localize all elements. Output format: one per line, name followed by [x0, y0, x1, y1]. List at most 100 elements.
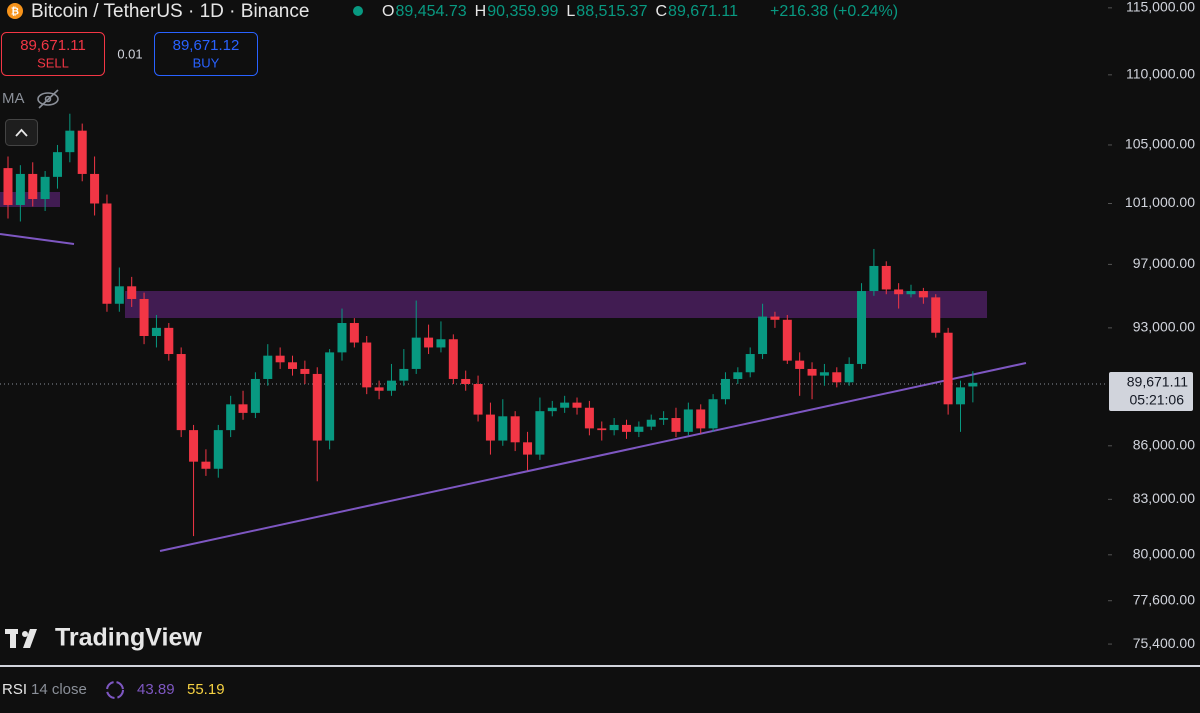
candle-body	[733, 372, 743, 379]
candle-body	[881, 265, 891, 290]
ohlc-key: C	[655, 3, 667, 20]
candle-body	[349, 323, 359, 343]
change: +216.38 (+0.24%)	[770, 3, 898, 20]
candle-body	[844, 363, 854, 383]
symbol: Bitcoin / TetherUS · 1D · Binance	[31, 1, 309, 22]
y-tick-label: 80,000.00	[1133, 546, 1195, 562]
candle-body	[770, 316, 780, 320]
candle-body	[213, 430, 223, 469]
hide-icon[interactable]	[37, 89, 59, 109]
candle-body	[151, 327, 161, 336]
candle-body	[597, 428, 607, 431]
collapse-button[interactable]	[5, 119, 38, 146]
ohlc-value: 90,359.99	[487, 3, 558, 20]
y-tick-label: 101,000.00	[1125, 194, 1195, 210]
candle-body	[139, 298, 149, 336]
y-tick-label: 110,000.00	[1126, 66, 1195, 82]
candle-body	[300, 368, 310, 374]
ohlc-value: 88,515.37	[576, 3, 647, 20]
candle-body	[164, 327, 174, 355]
y-tick-label: 75,400.00	[1133, 635, 1195, 651]
candle-body	[894, 289, 904, 295]
y-tick-label: 83,000.00	[1133, 490, 1195, 506]
candle-body	[3, 168, 13, 205]
candle-body	[782, 319, 792, 361]
coin-icon	[7, 3, 23, 19]
plot	[0, 113, 1108, 552]
coin-glyph: ₿	[11, 6, 19, 18]
candle-body	[720, 378, 730, 400]
candle-body	[312, 373, 322, 441]
size: 0.01	[117, 46, 142, 61]
candle-body	[671, 418, 681, 432]
sell-label: SELL	[37, 55, 69, 70]
rsi-value: 43.89	[137, 681, 175, 698]
candle-body	[238, 404, 248, 413]
trendline	[159, 362, 1027, 552]
rsi-params: 14 close	[31, 681, 87, 698]
candle-body	[622, 424, 631, 432]
indicator: MA	[2, 90, 25, 107]
candle-body	[955, 387, 965, 405]
ohlc-value: 89,671.11	[668, 3, 738, 20]
candle-body	[510, 416, 520, 443]
ohlc-value: 89,454.73	[395, 3, 466, 20]
candle-body	[461, 378, 471, 385]
candle-body	[473, 384, 483, 415]
candle-body	[337, 323, 347, 353]
candle-body	[362, 342, 372, 388]
candle-body	[189, 430, 199, 462]
status-dot[interactable]	[353, 6, 363, 16]
candle-body	[572, 402, 582, 408]
candle-body	[968, 382, 978, 387]
ohlc-key: O	[382, 3, 394, 20]
candle-body	[90, 173, 100, 204]
candle-body	[40, 176, 50, 200]
candle-body	[15, 173, 25, 205]
candle-body	[127, 286, 137, 299]
candle-body	[523, 442, 533, 455]
y-tick-label: 86,000.00	[1133, 437, 1195, 453]
candle-body	[77, 130, 87, 174]
candle-body	[52, 152, 62, 177]
candle-body	[411, 337, 421, 369]
candle-body	[102, 203, 112, 304]
candle-body	[683, 409, 693, 432]
candle-body	[399, 368, 409, 381]
price-tag-price: 89,671.11	[1127, 374, 1188, 390]
candle-body	[609, 424, 619, 431]
sell-button[interactable]	[1, 32, 105, 76]
candle-body	[424, 337, 434, 348]
candle-body	[584, 407, 594, 429]
candle-body	[28, 173, 38, 200]
candle-body	[448, 339, 458, 379]
candle-body	[65, 130, 75, 153]
zone	[125, 291, 987, 318]
candle-body	[436, 339, 446, 348]
candle-body	[275, 355, 285, 363]
candle-body	[918, 291, 928, 298]
candle-body	[535, 411, 545, 455]
candle-body	[708, 399, 718, 429]
candle-body	[906, 291, 916, 295]
y-tick-label: 77,600.00	[1133, 591, 1195, 607]
ohlc: O 89,454.73 H 90,359.99 L 88,515.37 C 89,671.11	[382, 3, 738, 20]
candle-body	[646, 419, 656, 427]
candle-body	[745, 354, 755, 373]
rsi-name: RSI	[2, 681, 27, 698]
buy-button[interactable]	[154, 32, 258, 76]
ohlc-key: H	[475, 3, 487, 20]
rsi-icon[interactable]	[106, 681, 124, 699]
candle-body	[807, 368, 817, 376]
candle-body	[857, 291, 867, 364]
brand: TradingView	[55, 624, 202, 652]
candle-body	[176, 354, 186, 431]
ohlc-key: L	[566, 3, 575, 20]
rsi-ma: 55.19	[187, 681, 225, 698]
candle-body	[374, 387, 384, 391]
candle-body	[485, 414, 495, 441]
candle-body	[560, 402, 570, 408]
